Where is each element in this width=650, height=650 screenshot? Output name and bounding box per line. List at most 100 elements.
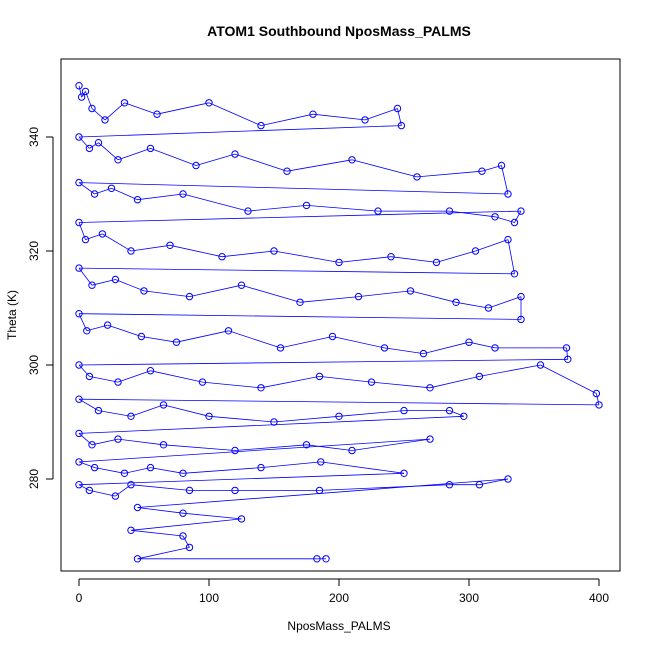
data-point	[354, 292, 363, 301]
data-point	[146, 367, 155, 375]
connecting-line	[117, 438, 164, 446]
connecting-line	[143, 290, 190, 297]
data-point	[361, 116, 369, 124]
data-point	[257, 121, 265, 130]
data-point	[445, 207, 454, 215]
connecting-line	[182, 193, 249, 212]
data-point	[296, 298, 304, 306]
connecting-line	[479, 364, 541, 377]
data-point	[237, 281, 246, 289]
data-point	[172, 338, 181, 346]
connecting-line	[468, 341, 496, 349]
connecting-line	[364, 108, 398, 121]
connecting-line	[130, 244, 171, 252]
connecting-line	[91, 438, 119, 446]
x-tick-label: 400	[589, 591, 609, 605]
connecting-line	[306, 444, 353, 451]
data-point	[595, 401, 603, 409]
connecting-line	[115, 279, 145, 292]
connecting-line	[221, 250, 275, 258]
data-point	[83, 327, 91, 335]
data-point	[127, 481, 135, 489]
data-point	[98, 230, 107, 238]
y-tick-label: 320	[27, 241, 41, 261]
connecting-line	[351, 438, 431, 451]
data-point	[90, 190, 99, 198]
data-point	[564, 355, 572, 363]
connecting-line	[596, 393, 600, 405]
x-tick-label: 100	[199, 591, 219, 605]
connecting-line	[130, 484, 190, 491]
data-point	[192, 161, 200, 170]
y-tick-label: 280	[27, 469, 41, 489]
connecting-line	[312, 113, 366, 121]
data-point	[88, 441, 96, 449]
data-point	[484, 304, 493, 312]
connecting-line	[137, 547, 190, 560]
x-tick-label: 300	[459, 591, 479, 605]
data-point	[432, 258, 441, 267]
data-point	[166, 241, 174, 250]
data-point	[471, 247, 480, 255]
connecting-line	[176, 330, 229, 343]
data-point	[517, 292, 525, 301]
data-point	[315, 486, 324, 495]
y-axis: 280 300 320 340	[27, 127, 54, 489]
data-point	[419, 349, 428, 358]
data-point	[257, 463, 265, 472]
connecting-line	[247, 205, 307, 212]
connecting-line	[234, 444, 307, 451]
data-point	[88, 104, 96, 113]
data-points	[75, 82, 603, 563]
y-axis-label: Theta (K)	[5, 290, 19, 340]
data-point	[75, 310, 83, 318]
data-point	[536, 361, 545, 369]
chart-title: ATOM1 Southbound NposMass_PALMS	[207, 23, 471, 39]
data-point	[185, 292, 194, 301]
connecting-line	[130, 404, 164, 417]
connecting-line	[319, 376, 372, 383]
data-point	[218, 253, 226, 261]
data-point	[137, 332, 146, 341]
connecting-line	[260, 113, 314, 126]
connecting-line	[98, 142, 119, 161]
data-point	[491, 213, 499, 221]
data-point	[114, 156, 122, 164]
data-point	[114, 378, 122, 386]
connecting-line	[78, 125, 402, 138]
data-point	[85, 486, 94, 495]
connecting-line	[299, 296, 359, 303]
connecting-line	[429, 376, 480, 389]
data-point	[387, 253, 395, 261]
data-point	[111, 492, 120, 500]
data-point	[510, 270, 519, 278]
data-point	[374, 207, 382, 215]
data-point	[90, 463, 99, 472]
connecting-line	[488, 296, 522, 309]
data-point	[257, 384, 265, 392]
connecting-line	[78, 484, 90, 491]
connecting-line	[384, 347, 424, 354]
connecting-line	[371, 381, 431, 389]
data-point	[517, 207, 525, 215]
connecting-line	[514, 210, 522, 223]
connecting-line	[137, 507, 184, 514]
data-point	[445, 481, 454, 489]
data-point	[146, 144, 155, 153]
data-point	[85, 372, 94, 381]
data-point	[322, 555, 330, 563]
connecting-line	[78, 267, 515, 275]
connecting-line	[107, 324, 142, 337]
data-point	[75, 178, 83, 187]
data-point	[133, 196, 142, 204]
connecting-line	[78, 398, 99, 411]
data-point	[120, 469, 129, 477]
data-point	[94, 139, 103, 147]
data-point	[231, 150, 239, 158]
data-point	[348, 446, 356, 455]
data-point	[133, 555, 142, 563]
x-axis: 0 100 200 300 400	[76, 578, 609, 605]
connecting-line	[241, 284, 301, 303]
